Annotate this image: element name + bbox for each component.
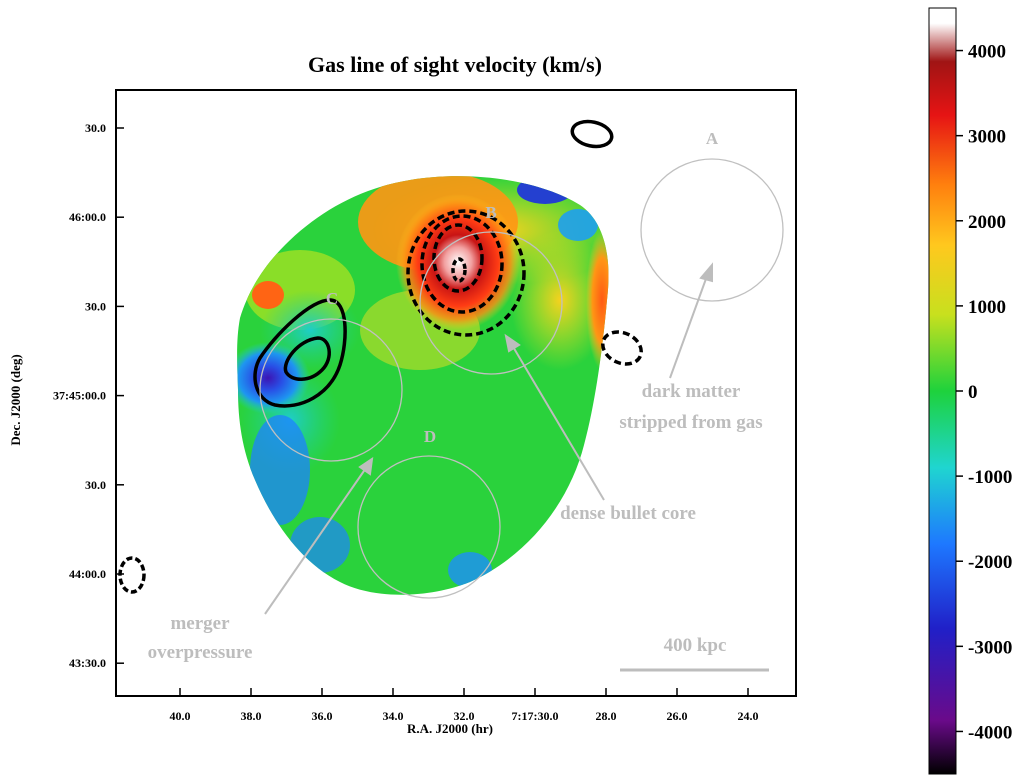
annotation-arrows [264,262,713,615]
region-label-a: A [706,129,719,148]
y-tick-label: 44:00.0 [69,567,106,581]
x-tick-label: 34.0 [383,709,404,723]
y-tick-label: 43:30.0 [69,656,106,670]
colorbar-tick-label: 4000 [968,42,1006,63]
y-tick-label: 46:00.0 [69,210,106,224]
colorbar-tick-label: -4000 [968,722,1012,743]
colorbar-tick-label: 2000 [968,212,1006,233]
y-tick-label: 30.0 [85,299,106,313]
region-circles [259,158,784,599]
scalebar-label: 400 kpc [664,635,727,656]
velocity-map [237,176,609,595]
contour-dashed-right [601,330,643,366]
y-tick-label: 30.0 [85,478,106,492]
plot-frame [115,89,797,697]
colorbar [928,7,957,775]
x-tick-label: 40.0 [170,709,191,723]
region-circle-d [357,455,501,599]
region-label-c: C [326,289,338,308]
colorbar-tick-label: 3000 [968,127,1006,148]
colorbar-ticks: 4000 3000 2000 1000 0 -1000 -2000 -3000 -4000 [956,42,1012,743]
x-axis-label: R.A. J2000 (hr) [407,721,493,736]
mass-contours [118,119,643,594]
contour-dashed-core [451,257,467,283]
contour-dashed-inner [432,223,484,293]
x-tick-label: 32.0 [454,709,475,723]
x-tick-label: 7:17:30.0 [512,709,559,723]
x-tick-label: 28.0 [596,709,617,723]
colorbar-tick-label: -2000 [968,552,1012,573]
region-circle-c [259,318,403,462]
region-circle-b [419,231,563,375]
x-tick-label: 24.0 [738,709,759,723]
y-tick-label: 30.0 [85,121,106,135]
x-tick-label: 36.0 [312,709,333,723]
contour-solid-topright [570,119,614,149]
region-label-d: D [424,427,436,446]
colorbar-tick-label: -3000 [968,637,1012,658]
contour-dashed-mid [420,214,504,314]
region-circle-a [640,158,784,302]
colorbar-tick-label: -1000 [968,467,1012,488]
contour-dashed-outer [406,209,526,337]
annotation-dark-matter-line1: dark matter [642,381,741,402]
chart-title: Gas line of sight velocity (km/s) [308,52,602,77]
colorbar-tick-label: 1000 [968,297,1006,318]
annotation-dark-matter-line2: stripped from gas [619,412,762,433]
annotation-bullet-core: dense bullet core [560,503,696,524]
contour-dashed-left [118,556,146,594]
region-label-b: B [485,203,496,222]
y-axis-ticks: 30.0 46:00.0 30.0 37:45:00.0 30.0 44:00.0 43:3… [53,121,124,670]
y-tick-label: 37:45:00.0 [53,389,106,403]
x-axis-ticks: 40.0 38.0 36.0 34.0 32.0 7:17:30.0 28.0 26.0 24.… [170,688,759,723]
contour-solid-outer [253,298,347,408]
x-tick-label: 26.0 [667,709,688,723]
annotation-merger-line1: merger [170,613,230,634]
y-axis-label: Dec. J2000 (deg) [8,354,23,445]
colorbar-tick-label: 0 [968,382,978,403]
x-tick-label: 38.0 [241,709,262,723]
annotation-merger-line2: overpressure [148,642,253,663]
contour-solid-inner [283,336,331,381]
